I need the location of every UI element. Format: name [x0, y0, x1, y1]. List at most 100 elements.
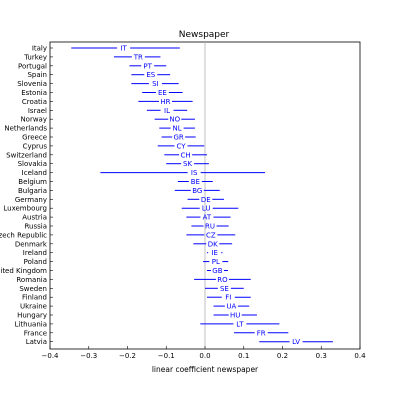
estimate-marker-label: DK — [208, 240, 218, 248]
estimate-marker-label: CY — [176, 142, 186, 150]
x-tick-label: 0.2 — [277, 352, 288, 360]
x-tick-label: −0.3 — [80, 352, 97, 360]
interval-row-si: Slovenia SI — [17, 80, 179, 88]
country-label: Luxembourg — [3, 205, 47, 213]
interval-row-cy: Cyprus CY — [23, 142, 205, 150]
country-label: Poland — [24, 258, 47, 266]
country-label: Russia — [24, 223, 47, 231]
estimate-marker-label: LT — [236, 320, 244, 328]
country-label: Hungary — [17, 312, 47, 320]
interval-row-be: Belgium BE — [18, 178, 213, 186]
x-axis-ticks: −0.4 −0.3 −0.2 −0.1 0.0 0.1 0.2 0.3 0.4 — [42, 346, 366, 360]
interval-row-ch: Switzerland CH — [6, 151, 207, 159]
estimate-marker-label: IS — [191, 169, 198, 177]
country-label: Croatia — [22, 98, 47, 106]
estimate-marker-label: FI — [225, 294, 231, 302]
country-label: Finland — [22, 294, 47, 302]
interval-row-ru: Russia RU — [24, 223, 229, 231]
estimate-marker-label: GR — [174, 134, 184, 142]
interval-row-pl: Poland PL — [24, 258, 229, 266]
interval-row-ua: Ukraine UA — [20, 303, 250, 311]
estimate-marker-label: RO — [217, 276, 228, 284]
country-label: Slovakia — [18, 160, 47, 168]
x-tick-label: −0.1 — [158, 352, 175, 360]
x-tick-label: 0.3 — [316, 352, 327, 360]
country-label: Estonia — [21, 89, 47, 97]
country-label: France — [24, 329, 47, 337]
country-label: Norway — [20, 116, 47, 124]
interval-row-sk: Slovakia SK — [18, 160, 209, 168]
interval-row-de: Germany DE — [15, 196, 224, 204]
estimate-marker-label: EE — [158, 89, 167, 97]
estimate-marker-label: SK — [183, 160, 192, 168]
estimate-marker-label: LU — [202, 205, 211, 213]
estimate-marker-label: RU — [205, 223, 215, 231]
country-label: Czech Republic — [0, 231, 47, 239]
interval-row-gr: Greece GR — [22, 134, 196, 142]
country-label: Ukraine — [20, 303, 47, 311]
estimate-marker-label: SI — [152, 80, 159, 88]
estimate-marker-label: TR — [133, 53, 143, 61]
country-label: Netherlands — [4, 125, 47, 133]
estimate-marker-label: HU — [230, 312, 240, 320]
interval-row-cz: Czech Republic CZ — [0, 231, 236, 239]
country-label: Romania — [16, 276, 47, 284]
estimate-marker-label: DE — [201, 196, 211, 204]
estimate-marker-label: NL — [173, 125, 182, 133]
country-label: Belgium — [18, 178, 47, 186]
country-label: Switzerland — [6, 151, 47, 159]
interval-row-ie: Ireland IE — [23, 249, 223, 257]
estimate-marker-label: UA — [226, 303, 236, 311]
country-label: Italy — [32, 45, 47, 53]
interval-row-ro: Romania RO — [16, 276, 251, 284]
estimate-marker-label: ES — [146, 71, 155, 79]
estimate-marker-label: SE — [220, 285, 229, 293]
country-label: Turkey — [23, 53, 47, 61]
country-label: United Kingdom — [0, 267, 47, 275]
interval-row-tr: Turkey TR — [23, 53, 161, 61]
country-label: Cyprus — [23, 142, 48, 150]
x-axis-label: linear coefficient newspaper — [152, 365, 259, 374]
estimate-marker-label: BE — [191, 178, 200, 186]
estimate-marker-label: GB — [212, 267, 222, 275]
interval-row-fr: France FR — [24, 329, 289, 337]
estimate-marker-label: NO — [169, 116, 180, 124]
interval-row-lt: Lithuania LT — [15, 320, 280, 328]
country-label: Ireland — [23, 249, 47, 257]
interval-row-no: Norway NO — [20, 116, 195, 124]
interval-row-dk: Denmark DK — [15, 240, 233, 248]
country-label: Slovenia — [17, 80, 47, 88]
x-tick-label: 0.0 — [199, 352, 210, 360]
x-tick-label: 0.1 — [238, 352, 249, 360]
estimate-marker-label: IE — [211, 249, 218, 257]
estimate-marker-label: IL — [164, 107, 170, 115]
interval-row-il: Israel IL — [28, 107, 188, 115]
country-label: Germany — [15, 196, 47, 204]
interval-row-pt: Portugal PT — [18, 62, 167, 70]
country-label: Denmark — [15, 240, 48, 248]
country-label: Greece — [22, 134, 47, 142]
estimate-marker-label: PL — [212, 258, 220, 266]
country-label: Iceland — [22, 169, 47, 177]
interval-row-bg: Bulgaria BG — [18, 187, 220, 195]
x-tick-label: −0.2 — [119, 352, 136, 360]
interval-row-ee: Estonia EE — [21, 89, 183, 97]
interval-row-gb: United Kingdom GB — [0, 267, 228, 275]
x-tick-label: 0.4 — [354, 352, 366, 360]
estimate-marker-label: LV — [292, 338, 300, 346]
estimate-marker-label: IT — [120, 45, 127, 53]
interval-row-hu: Hungary HU — [17, 312, 257, 320]
country-label: Spain — [27, 71, 47, 79]
interval-row-hr: Croatia HR — [22, 98, 193, 106]
country-label: Israel — [28, 107, 47, 115]
estimate-marker-label: AT — [203, 214, 212, 222]
interval-row-at: Austria AT — [22, 214, 231, 222]
country-label: Sweden — [19, 285, 47, 293]
interval-row-nl: Netherlands NL — [4, 125, 195, 133]
interval-row-is: Iceland IS — [22, 169, 266, 177]
estimate-marker-label: CZ — [206, 231, 216, 239]
x-tick-label: −0.4 — [42, 352, 60, 360]
